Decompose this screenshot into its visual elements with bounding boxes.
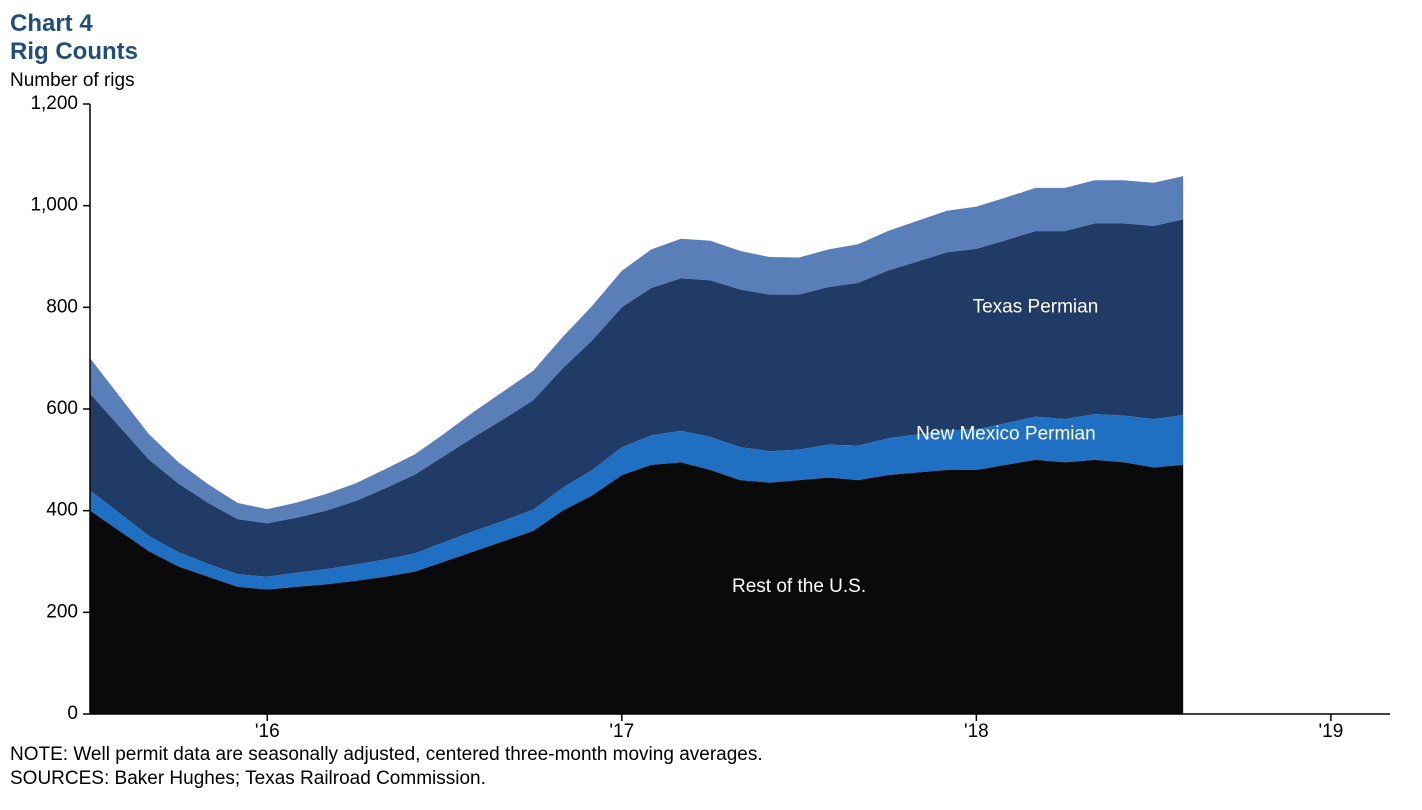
series-label: New Mexico Permian [916,423,1096,444]
y-axis-title: Number of rigs [10,70,1410,92]
y-tick-label: 0 [67,703,78,724]
y-tick-label: 600 [46,398,78,419]
y-tick-label: 400 [46,500,78,521]
chart-number: Chart 4 [10,10,1410,38]
area-chart-svg: 0 200 400 600 800 1,000 1,200 '16 '17 '18 '19 Rest … [10,94,1410,744]
chart-title: Rig Counts [10,38,1410,66]
series-label: Texas Permian [973,296,1099,317]
x-tick-label: '19 [1319,721,1344,742]
series-label: Rest of the U.S. [732,576,866,597]
series-label: Eagle Ford [930,177,1023,198]
y-tick-label: 1,200 [30,94,78,114]
y-tick-label: 1,000 [30,195,78,216]
chart-container: Chart 4 Rig Counts Number of rigs 0 200 40… [10,10,1410,790]
chart-sources: SOURCES: Baker Hughes; Texas Railroad Co… [10,768,1410,790]
x-tick-label: '16 [255,721,280,742]
x-tick-label: '17 [609,721,634,742]
x-tick-label: '18 [964,721,989,742]
y-tick-label: 200 [46,601,78,622]
plot-area: 0 200 400 600 800 1,000 1,200 '16 '17 '18 '19 Rest … [10,94,1410,744]
chart-note: NOTE: Well permit data are seasonally ad… [10,744,1410,766]
y-tick-label: 800 [46,296,78,317]
